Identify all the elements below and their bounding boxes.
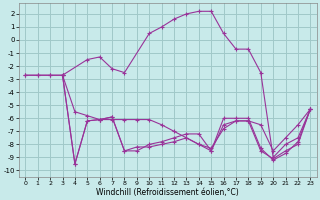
X-axis label: Windchill (Refroidissement éolien,°C): Windchill (Refroidissement éolien,°C) xyxy=(96,188,239,197)
